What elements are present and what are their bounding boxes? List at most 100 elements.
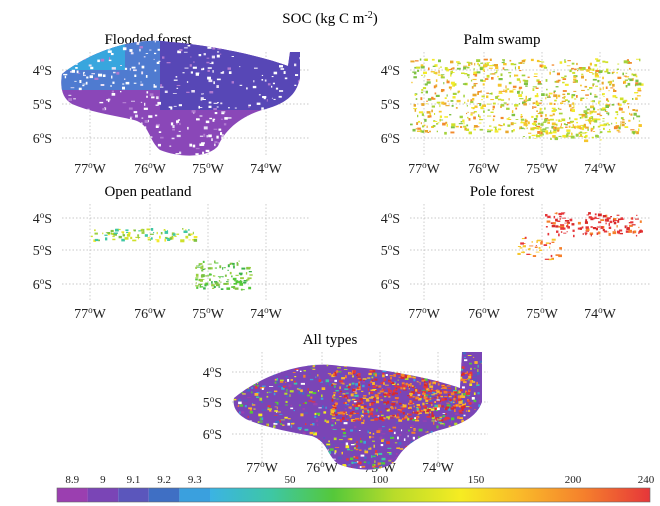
soc-pixel (374, 414, 378, 416)
soc-pixel (525, 95, 527, 99)
soc-pixel (297, 105, 300, 108)
soc-pixel (407, 417, 410, 421)
soc-pixel (532, 86, 537, 88)
soc-pixel (261, 388, 264, 390)
soc-pixel (198, 105, 200, 109)
soc-pixel (349, 457, 354, 460)
soc-pixel (268, 147, 270, 149)
soc-pixel (328, 358, 331, 361)
soc-pixel (125, 81, 130, 85)
soc-pixel (371, 455, 373, 458)
soc-pixel (441, 101, 445, 105)
soc-pixel (638, 128, 640, 132)
soc-pixel (427, 357, 429, 359)
soc-pixel (420, 390, 422, 392)
soc-pixel (334, 451, 336, 455)
soc-pixel (435, 71, 438, 75)
soc-pixel (474, 73, 478, 77)
soc-pixel (506, 107, 510, 110)
panel-title: Palm swamp (463, 32, 540, 48)
soc-pixel (400, 410, 403, 413)
soc-pixel (304, 106, 307, 109)
soc-pixel (334, 371, 337, 374)
soc-pixel (263, 361, 266, 363)
soc-pixel (601, 94, 604, 96)
soc-pixel (631, 73, 634, 76)
soc-pixel (439, 355, 443, 357)
soc-pixel (536, 125, 541, 127)
soc-pixel (612, 79, 614, 82)
soc-pixel (382, 374, 385, 378)
soc-pixel (339, 390, 342, 393)
soc-pixel (416, 417, 418, 420)
soc-pixel (295, 461, 297, 464)
soc-pixel (370, 363, 374, 364)
soc-pixel (245, 364, 250, 368)
soc-pixel (268, 39, 269, 40)
soc-pixel (555, 119, 558, 121)
soc-pixel (455, 426, 459, 428)
soc-pixel (243, 355, 247, 359)
soc-pixel (559, 218, 561, 220)
soc-pixel (156, 239, 160, 243)
soc-pixel (174, 235, 177, 237)
soc-pixel (154, 40, 156, 43)
soc-pixel (330, 358, 334, 360)
soc-pixel (576, 125, 581, 129)
soc-pixel (487, 109, 490, 111)
soc-pixel (236, 353, 238, 355)
soc-pixel (179, 122, 181, 126)
soc-pixel (275, 440, 277, 443)
soc-pixel (562, 78, 567, 80)
soc-pixel (271, 76, 274, 78)
soc-pixel (69, 123, 72, 127)
soc-pixel (373, 366, 379, 368)
soc-pixel (489, 58, 492, 61)
soc-pixel (467, 99, 469, 102)
soc-pixel (209, 91, 214, 94)
soc-pixel (360, 405, 364, 409)
soc-pixel (316, 415, 319, 418)
soc-pixel (249, 445, 252, 448)
soc-pixel (426, 111, 431, 114)
soc-pixel (243, 154, 245, 156)
soc-pixel (234, 458, 235, 460)
soc-pixel (462, 119, 465, 123)
soc-pixel (553, 129, 557, 133)
soc-pixel (501, 90, 506, 92)
soc-pixel (448, 395, 452, 398)
soc-pixel (361, 422, 365, 424)
soc-pixel (281, 365, 283, 367)
soc-pixel (479, 467, 482, 469)
soc-pixel (68, 152, 70, 155)
soc-pixel (600, 226, 604, 229)
soc-pixel (579, 133, 583, 137)
soc-pixel (590, 105, 595, 108)
soc-pixel (463, 65, 468, 67)
soc-pixel (407, 395, 410, 397)
soc-pixel (589, 112, 592, 115)
soc-pixel (383, 378, 386, 381)
soc-pixel (477, 392, 480, 395)
soc-pixel (415, 412, 417, 414)
soc-pixel (415, 389, 418, 392)
soc-pixel (288, 42, 293, 46)
soc-pixel (125, 229, 129, 231)
soc-pixel (228, 449, 231, 451)
soc-pixel (356, 412, 359, 414)
soc-pixel (616, 129, 620, 132)
soc-pixel (607, 100, 610, 102)
soc-pixel (607, 231, 609, 233)
soc-pixel (317, 374, 319, 377)
soc-pixel (608, 232, 611, 236)
soc-pixel (141, 71, 144, 75)
soc-pixel (488, 443, 491, 445)
soc-pixel (581, 73, 584, 75)
colorbar-swatch (179, 488, 210, 502)
soc-pixel (399, 448, 404, 450)
soc-pixel (434, 113, 436, 115)
soc-pixel (380, 400, 382, 403)
soc-pixel (262, 424, 265, 427)
soc-pixel (273, 426, 275, 430)
soc-pixel (121, 122, 124, 124)
